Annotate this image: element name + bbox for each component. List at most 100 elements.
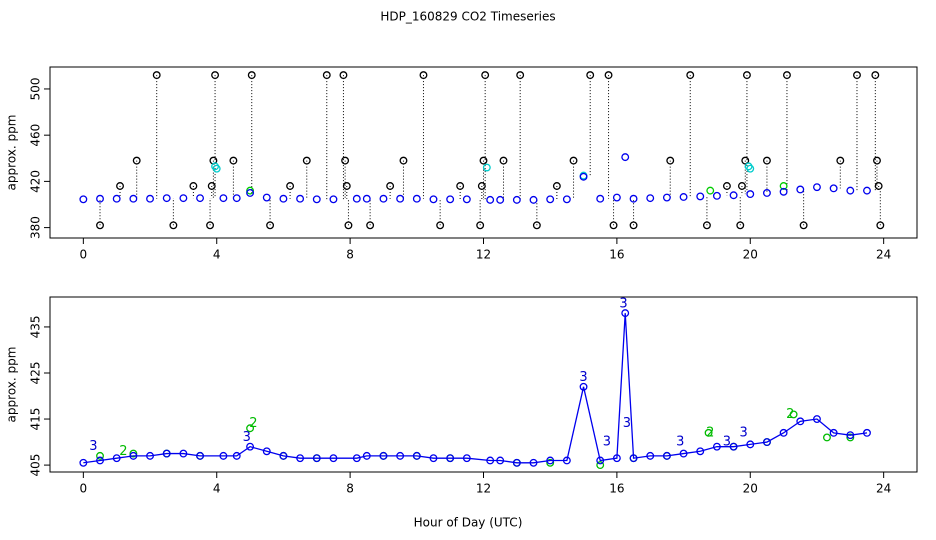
x-tick-label: 16 — [609, 482, 624, 496]
data-point — [96, 456, 104, 465]
y-tick-label: 380 — [29, 216, 43, 239]
data-point — [339, 71, 348, 80]
data-point — [874, 182, 883, 190]
data-point — [532, 221, 541, 230]
data-point — [399, 156, 408, 165]
data-point — [829, 428, 838, 437]
data-point — [352, 454, 361, 463]
data-point — [853, 71, 861, 80]
data-point — [512, 458, 521, 467]
x-tick-label: 16 — [609, 248, 624, 262]
x-tick-label: 12 — [476, 482, 491, 496]
data-point — [702, 221, 711, 230]
data-point — [479, 156, 488, 165]
data-point — [456, 182, 465, 190]
data-point — [737, 182, 746, 190]
data-point — [779, 182, 788, 190]
data-point — [129, 449, 138, 458]
data-point — [762, 188, 771, 197]
data-point — [746, 164, 755, 173]
data-point — [496, 456, 505, 465]
data-point — [396, 451, 405, 460]
data-point — [789, 410, 798, 419]
data-point — [779, 187, 788, 196]
data-point — [876, 221, 885, 230]
data-point — [112, 454, 121, 463]
y-tick-label: 420 — [29, 170, 43, 193]
data-point — [279, 451, 288, 460]
data-point — [612, 454, 621, 463]
annotation: 3 — [603, 435, 611, 450]
data-point — [262, 193, 271, 202]
data-point — [486, 195, 495, 204]
x-tick-label: 0 — [80, 482, 88, 496]
data-point — [499, 156, 508, 165]
y-axis-label: approx. ppm — [5, 347, 19, 423]
data-point — [629, 454, 638, 463]
data-point — [546, 456, 555, 465]
data-point — [212, 164, 221, 173]
data-point — [366, 221, 375, 230]
data-point — [741, 156, 750, 165]
data-point — [419, 71, 428, 80]
data-point — [486, 456, 495, 465]
data-point — [696, 192, 705, 201]
plot-frame — [49, 66, 918, 239]
data-point — [871, 71, 880, 80]
data-point — [162, 194, 171, 203]
data-point — [379, 451, 388, 460]
data-point — [846, 433, 855, 442]
annotation: 2 — [119, 444, 127, 459]
data-point — [207, 182, 216, 190]
data-point — [296, 454, 305, 463]
x-tick-label: 0 — [80, 248, 88, 262]
data-point — [604, 71, 613, 80]
x-tick-label: 24 — [876, 248, 891, 262]
data-point — [312, 195, 321, 204]
data-point — [621, 309, 630, 318]
data-point — [796, 185, 805, 194]
data-point — [247, 71, 256, 80]
data-point — [609, 221, 618, 230]
data-point — [462, 195, 471, 204]
data-point — [246, 424, 255, 433]
data-point — [679, 193, 688, 201]
data-point — [696, 447, 705, 456]
data-point — [779, 428, 788, 437]
data-point — [429, 195, 438, 204]
data-point — [783, 71, 791, 80]
annotation: 3 — [243, 430, 251, 445]
data-point — [742, 71, 751, 80]
data-point — [312, 454, 321, 463]
annotation: 3 — [89, 439, 97, 454]
data-point — [96, 194, 104, 203]
data-point — [477, 182, 486, 190]
data-point — [266, 221, 275, 230]
plot-frame — [49, 296, 918, 473]
data-point — [179, 449, 188, 458]
data-point — [179, 194, 188, 203]
data-point — [169, 221, 178, 230]
data-point — [746, 440, 755, 449]
data-point — [736, 221, 745, 230]
data-point — [396, 194, 405, 203]
data-point — [662, 451, 671, 460]
data-point — [219, 194, 228, 203]
data-point — [846, 186, 855, 195]
data-point — [116, 182, 124, 190]
data-point — [516, 71, 525, 80]
data-point — [379, 194, 388, 203]
data-point — [746, 190, 755, 199]
data-point — [579, 382, 588, 391]
annotation: 2 — [249, 416, 257, 431]
data-point — [146, 194, 154, 203]
data-point — [722, 182, 731, 190]
data-point — [612, 193, 621, 202]
data-point — [796, 417, 805, 426]
data-point — [329, 454, 338, 463]
annotation: 3 — [676, 435, 684, 450]
data-point — [129, 451, 138, 460]
data-point — [621, 153, 630, 162]
data-point — [596, 456, 605, 465]
x-tick-label: 20 — [743, 482, 758, 496]
